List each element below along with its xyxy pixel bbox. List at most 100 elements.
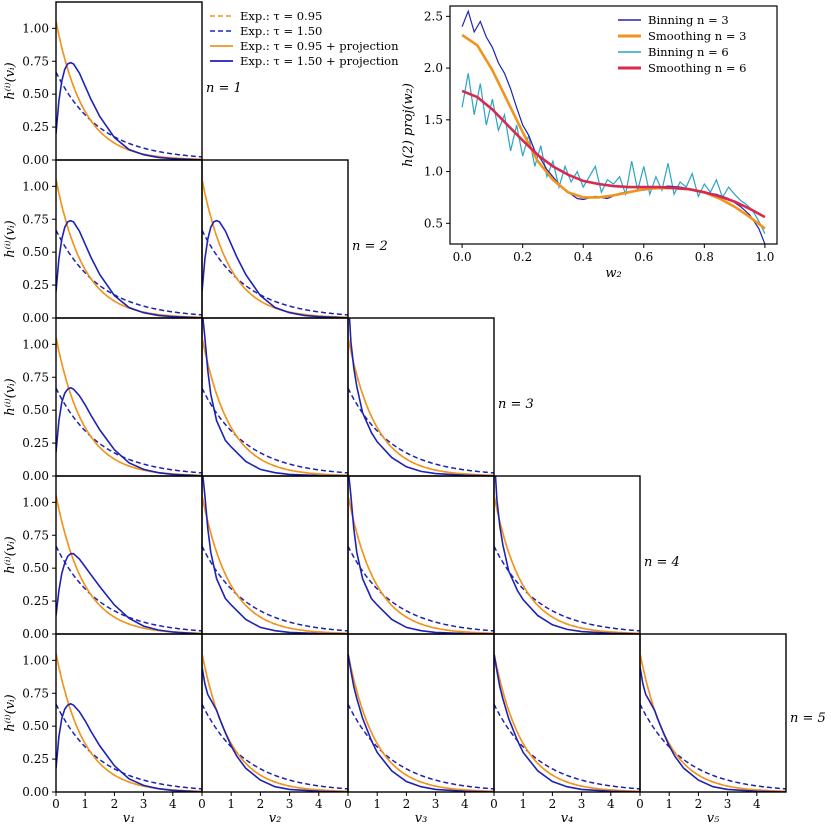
panel-frame bbox=[347, 317, 495, 477]
inset-y-axis-label: h(2) proj(w₂) bbox=[401, 83, 416, 167]
row-label-n3: n = 3 bbox=[498, 397, 534, 412]
curve-proj-tau-095 bbox=[348, 653, 494, 792]
curve-exp-tau-150 bbox=[56, 229, 202, 316]
panel-frame bbox=[201, 475, 349, 635]
curve-exp-tau-150 bbox=[56, 387, 202, 474]
curve-proj-tau-095 bbox=[202, 495, 348, 634]
x-tick-label: 2 bbox=[257, 797, 265, 811]
inset-frame bbox=[449, 5, 778, 245]
y-tick-label: 1.00 bbox=[22, 21, 49, 35]
x-tick-label: 2 bbox=[403, 797, 411, 811]
inset-y-tick-label: 1.5 bbox=[424, 113, 443, 127]
y-tick-label: 0.50 bbox=[22, 719, 49, 733]
curve-proj-tau-150 bbox=[202, 219, 348, 318]
curve-exp-tau-095 bbox=[56, 653, 202, 792]
inset-smoothing-n3 bbox=[461, 33, 766, 230]
x-tick-label: 3 bbox=[140, 797, 148, 811]
x-tick-label: 0 bbox=[52, 797, 60, 811]
curve-exp-tau-150 bbox=[494, 545, 640, 632]
x-axis-label: v₄ bbox=[561, 811, 574, 826]
curve-exp-tau-150 bbox=[348, 703, 494, 790]
x-tick-label: 2 bbox=[549, 797, 557, 811]
inset-y-tick-label: 2.5 bbox=[424, 9, 443, 23]
panel-r5-c1: 0.00 0.25 0.50 0.75 1.00 h⁽ⁱ⁾(vᵢ) 0 1 2 3 4 v₁ bbox=[3, 633, 203, 826]
panel-frame bbox=[201, 633, 349, 793]
curve-proj-tau-150 bbox=[202, 476, 348, 634]
y-tick-label: 0.25 bbox=[22, 120, 49, 134]
x-tick-label: 0 bbox=[490, 797, 498, 811]
y-tick-label: 0.75 bbox=[22, 528, 49, 542]
x-tick-label: 4 bbox=[315, 797, 323, 811]
row-labels: n = 1 n = 2 n = 3 n = 4 n = 5 bbox=[206, 81, 826, 726]
panel-r5-c5: 0 1 2 3 4 v₅ bbox=[636, 633, 787, 826]
curve-exp-tau-095 bbox=[494, 495, 640, 634]
panel-frame bbox=[201, 159, 349, 319]
inset-legend: Binning n = 3 Smoothing n = 3 Binning n … bbox=[618, 13, 746, 75]
curve-exp-tau-095 bbox=[56, 179, 202, 318]
curve-exp-tau-150 bbox=[494, 703, 640, 790]
y-tick-label: 1.00 bbox=[22, 337, 49, 351]
panel-r4-c1: 0.00 0.25 0.50 0.75 1.00 h⁽ⁱ⁾(vᵢ) bbox=[3, 475, 203, 641]
y-tick-label: 0.00 bbox=[22, 311, 49, 325]
y-tick-label: 0.75 bbox=[22, 686, 49, 700]
x-tick-label: 3 bbox=[286, 797, 294, 811]
panel-r3-c1: 0.00 0.25 0.50 0.75 1.00 h⁽ⁱ⁾(vᵢ) bbox=[3, 317, 203, 483]
inset-legend-label-smoothing-6: Smoothing n = 6 bbox=[648, 61, 746, 75]
y-tick-label: 0.25 bbox=[22, 278, 49, 292]
x-tick-label: 0 bbox=[636, 797, 644, 811]
curve-exp-tau-150 bbox=[640, 703, 786, 790]
x-axis-label: v₁ bbox=[123, 811, 136, 826]
curve-proj-tau-150 bbox=[56, 386, 202, 476]
inset-smoothing-n6 bbox=[461, 89, 766, 219]
x-axis-label: v₃ bbox=[415, 811, 428, 826]
y-tick-label: 0.75 bbox=[22, 212, 49, 226]
panel-frame bbox=[347, 475, 495, 635]
inset-x-tick-label: 0.0 bbox=[453, 250, 472, 264]
y-axis-label: h⁽ⁱ⁾(vᵢ) bbox=[3, 62, 18, 99]
row-label-n1: n = 1 bbox=[206, 81, 242, 96]
curve-proj-tau-095 bbox=[494, 495, 640, 634]
curve-proj-tau-150 bbox=[348, 318, 494, 476]
inset-y-tick-label: 2.0 bbox=[424, 61, 443, 75]
inset-x-axis-label: w₂ bbox=[605, 266, 621, 281]
y-tick-label: 0.25 bbox=[22, 752, 49, 766]
y-tick-label: 0.50 bbox=[22, 403, 49, 417]
x-axis-label: v₂ bbox=[269, 811, 282, 826]
curve-exp-tau-095 bbox=[202, 495, 348, 634]
y-tick-label: 0.00 bbox=[22, 627, 49, 641]
panel-frame bbox=[201, 317, 349, 477]
curve-proj-tau-095 bbox=[348, 495, 494, 634]
panel-r4-c3 bbox=[347, 475, 495, 635]
panel-frame bbox=[493, 633, 641, 793]
curve-proj-tau-095 bbox=[202, 179, 348, 318]
inset-legend-label-binning-3: Binning n = 3 bbox=[648, 13, 729, 27]
y-tick-label: 1.00 bbox=[22, 179, 49, 193]
curve-proj-tau-095 bbox=[56, 495, 202, 634]
curve-exp-tau-150 bbox=[202, 545, 348, 632]
row-label-n4: n = 4 bbox=[644, 555, 680, 570]
inset-y-tick-label: 1.0 bbox=[424, 165, 443, 179]
panel-r2-c2 bbox=[201, 159, 349, 319]
panel-r4-c2 bbox=[201, 475, 349, 635]
x-tick-label: 1 bbox=[373, 797, 381, 811]
inset-y-tick-label: 0.5 bbox=[424, 216, 443, 230]
panel-frame bbox=[55, 1, 203, 161]
curve-proj-tau-150 bbox=[202, 666, 348, 792]
curve-exp-tau-095 bbox=[202, 337, 348, 476]
curve-proj-tau-095 bbox=[348, 337, 494, 476]
panel-r1-c1: 0.00 0.25 0.50 0.75 1.00 h⁽ⁱ⁾(vᵢ) bbox=[3, 1, 203, 167]
y-tick-label: 0.75 bbox=[22, 370, 49, 384]
panel-frame bbox=[55, 475, 203, 635]
curve-proj-tau-095 bbox=[202, 337, 348, 476]
legend-label-exp-095: Exp.: τ = 0.95 bbox=[240, 9, 322, 23]
curve-exp-tau-095 bbox=[56, 21, 202, 160]
x-tick-label: 1 bbox=[519, 797, 527, 811]
legend-label-proj-150: Exp.: τ = 1.50 + projection bbox=[240, 54, 399, 68]
inset-x-tick-label: 0.8 bbox=[695, 250, 714, 264]
curve-proj-tau-150 bbox=[202, 318, 348, 476]
y-tick-label: 0.00 bbox=[22, 469, 49, 483]
y-tick-label: 0.50 bbox=[22, 87, 49, 101]
curve-proj-tau-150 bbox=[348, 653, 494, 792]
curve-proj-tau-150 bbox=[348, 476, 494, 634]
curve-exp-tau-150 bbox=[202, 387, 348, 474]
